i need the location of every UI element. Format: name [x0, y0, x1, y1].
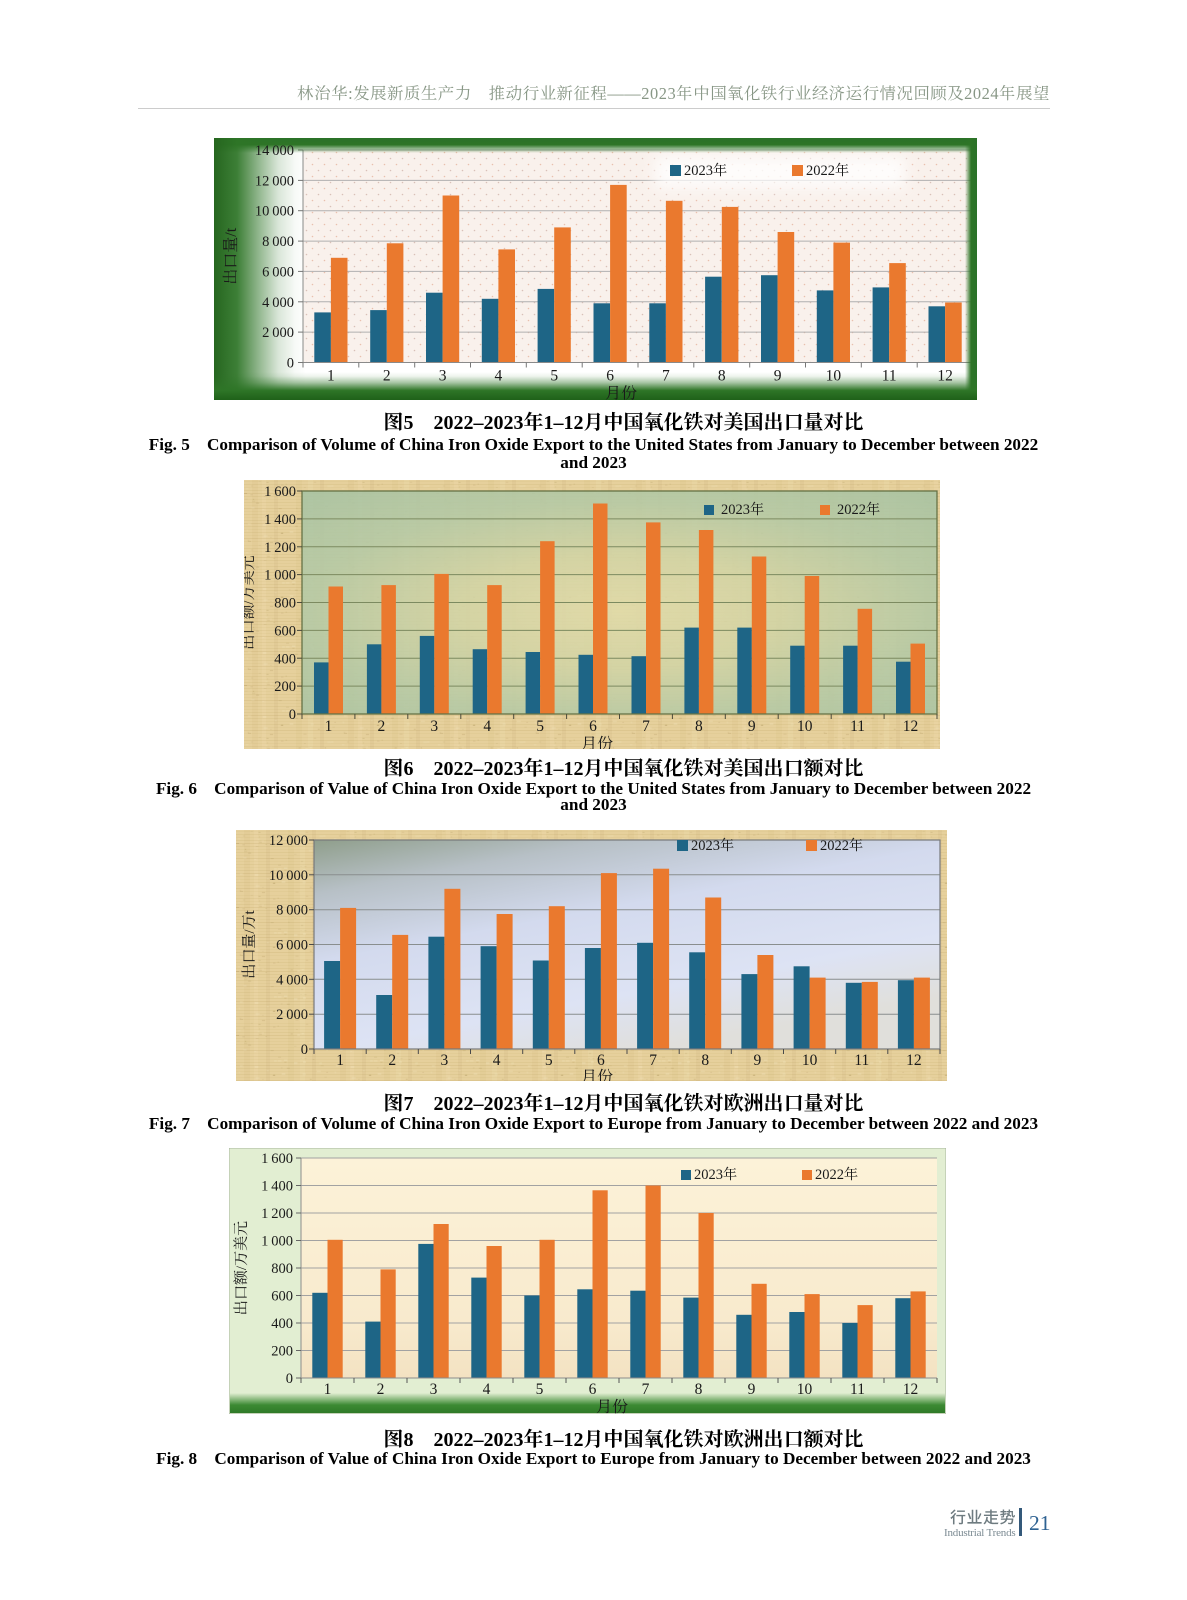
svg-text:2022年: 2022年 [837, 501, 881, 518]
svg-text:3: 3 [430, 1381, 438, 1398]
svg-text:7: 7 [649, 1052, 657, 1069]
svg-text:2: 2 [378, 718, 386, 735]
svg-text:2 000: 2 000 [262, 325, 294, 341]
svg-text:出口量/t: 出口量/t [222, 227, 240, 284]
svg-text:9: 9 [774, 368, 782, 385]
svg-text:6: 6 [606, 368, 614, 385]
svg-text:7: 7 [642, 718, 650, 735]
svg-text:2: 2 [388, 1052, 396, 1069]
svg-text:5: 5 [536, 1381, 544, 1398]
svg-text:1: 1 [325, 718, 333, 735]
svg-text:5: 5 [536, 718, 544, 735]
svg-text:9: 9 [754, 1052, 762, 1069]
svg-text:1 200: 1 200 [261, 1206, 293, 1222]
svg-text:月份: 月份 [581, 735, 613, 749]
svg-text:12 000: 12 000 [255, 173, 294, 189]
svg-text:8: 8 [695, 718, 703, 735]
svg-text:出口额/万美元: 出口额/万美元 [244, 555, 257, 649]
svg-text:4: 4 [483, 1381, 491, 1398]
svg-text:月份: 月份 [596, 1398, 628, 1414]
svg-text:4: 4 [493, 1052, 501, 1069]
svg-text:6: 6 [597, 1052, 605, 1069]
svg-text:2 000: 2 000 [276, 1007, 308, 1023]
svg-text:200: 200 [271, 1344, 293, 1360]
svg-text:10: 10 [826, 368, 842, 385]
svg-text:2023年: 2023年 [691, 837, 735, 854]
svg-text:8: 8 [701, 1052, 709, 1069]
svg-text:3: 3 [430, 718, 438, 735]
svg-text:9: 9 [748, 1381, 756, 1398]
svg-text:8: 8 [718, 368, 726, 385]
svg-text:1 600: 1 600 [261, 1151, 293, 1167]
svg-text:600: 600 [274, 623, 296, 639]
svg-text:10: 10 [797, 718, 813, 735]
svg-text:4 000: 4 000 [276, 972, 308, 988]
svg-text:14 000: 14 000 [255, 143, 294, 159]
svg-text:5: 5 [545, 1052, 553, 1069]
svg-text:2: 2 [383, 368, 391, 385]
svg-text:400: 400 [271, 1316, 293, 1332]
svg-text:2023年: 2023年 [721, 501, 765, 518]
svg-text:1: 1 [327, 368, 335, 385]
svg-text:7: 7 [662, 368, 670, 385]
svg-text:1: 1 [336, 1052, 344, 1069]
svg-text:2023年: 2023年 [694, 1166, 738, 1183]
svg-text:600: 600 [271, 1289, 293, 1305]
svg-text:800: 800 [271, 1261, 293, 1277]
svg-text:2: 2 [377, 1381, 385, 1398]
svg-text:10 000: 10 000 [269, 868, 308, 884]
svg-text:12: 12 [906, 1052, 922, 1069]
svg-text:2022年: 2022年 [815, 1166, 859, 1183]
svg-text:4 000: 4 000 [262, 295, 294, 311]
svg-text:11: 11 [850, 718, 865, 735]
svg-text:4: 4 [483, 718, 491, 735]
svg-text:12: 12 [937, 368, 953, 385]
svg-text:10 000: 10 000 [255, 204, 294, 220]
svg-text:0: 0 [289, 707, 296, 723]
svg-text:6: 6 [589, 1381, 597, 1398]
svg-text:出口额/万美元: 出口额/万美元 [233, 1221, 250, 1315]
svg-text:2023年: 2023年 [684, 162, 728, 179]
svg-text:3: 3 [439, 368, 447, 385]
svg-text:6 000: 6 000 [276, 938, 308, 954]
svg-text:11: 11 [850, 1381, 865, 1398]
svg-text:11: 11 [854, 1052, 869, 1069]
svg-text:月份: 月份 [581, 1068, 613, 1081]
svg-text:月份: 月份 [605, 385, 637, 401]
svg-text:800: 800 [274, 596, 296, 612]
svg-text:0: 0 [286, 1371, 293, 1387]
svg-text:1 200: 1 200 [264, 540, 296, 556]
svg-text:2022年: 2022年 [806, 162, 850, 179]
svg-text:8: 8 [695, 1381, 703, 1398]
svg-text:1: 1 [324, 1381, 332, 1398]
svg-text:1 400: 1 400 [261, 1179, 293, 1195]
svg-text:7: 7 [642, 1381, 650, 1398]
svg-text:10: 10 [797, 1381, 813, 1398]
svg-text:0: 0 [301, 1042, 308, 1058]
svg-text:8 000: 8 000 [276, 903, 308, 919]
svg-text:12 000: 12 000 [269, 833, 308, 849]
svg-text:12: 12 [903, 718, 919, 735]
svg-text:8 000: 8 000 [262, 234, 294, 250]
svg-text:200: 200 [274, 679, 296, 695]
svg-text:1 000: 1 000 [264, 568, 296, 584]
svg-text:1 000: 1 000 [261, 1234, 293, 1250]
svg-text:出口量/万t: 出口量/万t [241, 910, 258, 979]
svg-text:4: 4 [495, 368, 503, 385]
svg-text:1 400: 1 400 [264, 512, 296, 528]
svg-text:6 000: 6 000 [262, 264, 294, 280]
svg-text:9: 9 [748, 718, 756, 735]
svg-text:10: 10 [802, 1052, 818, 1069]
svg-text:5: 5 [550, 368, 558, 385]
svg-text:6: 6 [589, 718, 597, 735]
svg-text:3: 3 [441, 1052, 449, 1069]
svg-text:11: 11 [882, 368, 897, 385]
svg-text:1 600: 1 600 [264, 484, 296, 500]
svg-text:2022年: 2022年 [820, 837, 864, 854]
svg-text:0: 0 [287, 356, 294, 372]
svg-text:400: 400 [274, 651, 296, 667]
svg-text:12: 12 [903, 1381, 919, 1398]
